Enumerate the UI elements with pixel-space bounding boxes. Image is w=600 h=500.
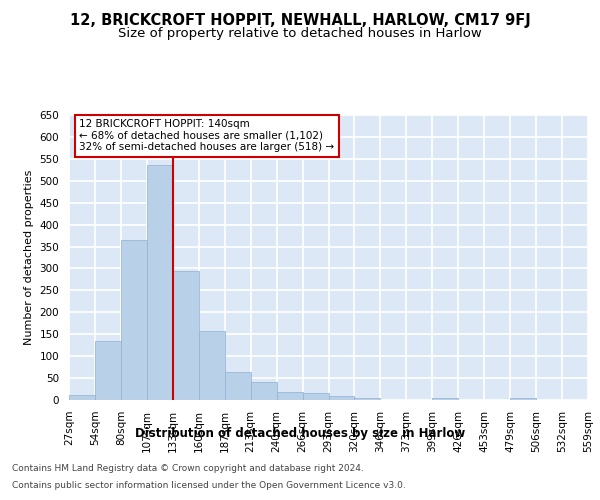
- Bar: [355, 398, 380, 400]
- Bar: [225, 372, 251, 400]
- Text: Contains public sector information licensed under the Open Government Licence v3: Contains public sector information licen…: [12, 481, 406, 490]
- Text: 12, BRICKCROFT HOPPIT, NEWHALL, HARLOW, CM17 9FJ: 12, BRICKCROFT HOPPIT, NEWHALL, HARLOW, …: [70, 12, 530, 28]
- Text: Distribution of detached houses by size in Harlow: Distribution of detached houses by size …: [135, 428, 465, 440]
- Bar: [147, 164, 173, 400]
- Bar: [433, 398, 458, 400]
- Bar: [121, 240, 147, 400]
- Y-axis label: Number of detached properties: Number of detached properties: [24, 170, 34, 345]
- Text: Size of property relative to detached houses in Harlow: Size of property relative to detached ho…: [118, 28, 482, 40]
- Bar: [329, 396, 355, 400]
- Bar: [173, 270, 199, 400]
- Bar: [251, 382, 277, 400]
- Bar: [69, 394, 95, 400]
- Bar: [302, 393, 329, 400]
- Bar: [95, 341, 121, 400]
- Bar: [277, 392, 302, 400]
- Bar: [510, 398, 536, 400]
- Bar: [199, 330, 224, 400]
- Text: Contains HM Land Registry data © Crown copyright and database right 2024.: Contains HM Land Registry data © Crown c…: [12, 464, 364, 473]
- Text: 12 BRICKCROFT HOPPIT: 140sqm
← 68% of detached houses are smaller (1,102)
32% of: 12 BRICKCROFT HOPPIT: 140sqm ← 68% of de…: [79, 120, 335, 152]
